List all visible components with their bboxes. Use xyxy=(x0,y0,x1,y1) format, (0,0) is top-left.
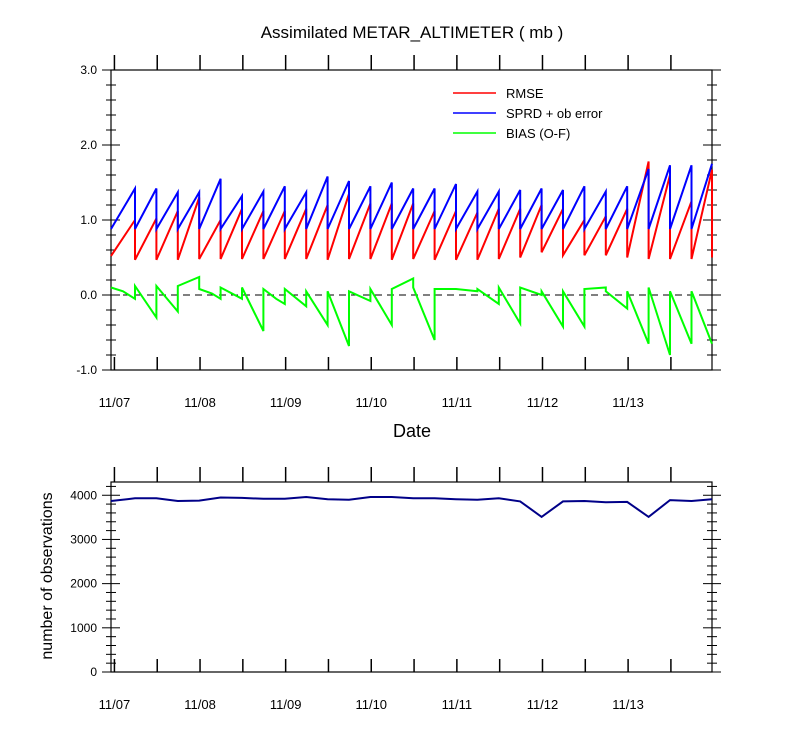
top-y-tick-label: -1.0 xyxy=(76,363,97,377)
top-x-tick-label: 11/12 xyxy=(527,395,559,410)
series-line-rmse xyxy=(110,161,713,261)
bot-y-tick-label: 0 xyxy=(90,665,97,679)
y-axis-label-observations: number of observations xyxy=(39,492,56,659)
bottom-x-tick-labels: 11/07 11/08 11/09 11/10 11/11 11/12 11/13 xyxy=(99,697,644,712)
top-x-tick-label: 11/10 xyxy=(355,395,387,410)
top-x-tick-label: 11/07 xyxy=(99,395,131,410)
bottom-y-tick-labels: 4000 3000 2000 1000 0 xyxy=(70,488,97,679)
top-y-tick-label: 2.0 xyxy=(80,138,97,152)
top-y-tick-label: 3.0 xyxy=(80,63,97,77)
bot-y-tick-label: 3000 xyxy=(70,532,97,546)
bot-x-tick-label: 11/13 xyxy=(612,697,644,712)
legend-label-sprd: SPRD + ob error xyxy=(506,106,603,121)
top-x-tick-label: 11/09 xyxy=(270,395,302,410)
chart-title: Assimilated METAR_ALTIMETER ( mb ) xyxy=(261,23,564,42)
series-line-bias-o-f xyxy=(110,275,713,356)
top-x-tick-label: 11/13 xyxy=(612,395,644,410)
legend-label-rmse: RMSE xyxy=(506,86,544,101)
top-x-tick-label: 11/11 xyxy=(442,395,473,410)
top-x-tick-labels: 11/07 11/08 11/09 11/10 11/11 11/12 11/13 xyxy=(99,395,644,410)
series-line-observations xyxy=(110,495,713,519)
top-x-tick-label: 11/08 xyxy=(184,395,216,410)
bot-x-tick-label: 11/12 xyxy=(527,697,559,712)
bot-x-tick-label: 11/09 xyxy=(270,697,302,712)
bot-x-tick-label: 11/08 xyxy=(184,697,216,712)
bot-x-tick-label: 11/07 xyxy=(99,697,131,712)
series-line-sprd-ob-error xyxy=(110,163,713,233)
legend-label-bias: BIAS (O-F) xyxy=(506,126,570,141)
bot-y-tick-label: 2000 xyxy=(70,577,97,591)
bottom-series-group xyxy=(110,495,713,519)
bottom-axis-ticks xyxy=(102,467,721,673)
top-y-tick-labels: 3.0 2.0 1.0 0.0 -1.0 xyxy=(76,63,97,377)
bot-y-tick-label: 4000 xyxy=(70,488,97,502)
bottom-plot-frame xyxy=(110,481,713,673)
top-axis-ticks xyxy=(102,55,721,371)
top-y-tick-label: 0.0 xyxy=(80,288,97,302)
legend: RMSE SPRD + ob error BIAS (O-F) xyxy=(453,86,603,141)
bot-y-tick-label: 1000 xyxy=(70,621,97,635)
top-series-group xyxy=(110,161,713,356)
bot-x-tick-label: 11/10 xyxy=(355,697,387,712)
x-axis-label: Date xyxy=(393,421,431,441)
bot-x-tick-label: 11/11 xyxy=(442,697,473,712)
top-y-tick-label: 1.0 xyxy=(80,213,97,227)
